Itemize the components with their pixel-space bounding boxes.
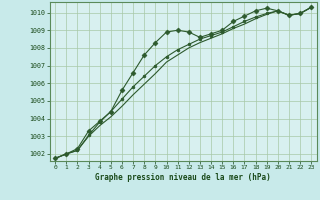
X-axis label: Graphe pression niveau de la mer (hPa): Graphe pression niveau de la mer (hPa) <box>95 173 271 182</box>
